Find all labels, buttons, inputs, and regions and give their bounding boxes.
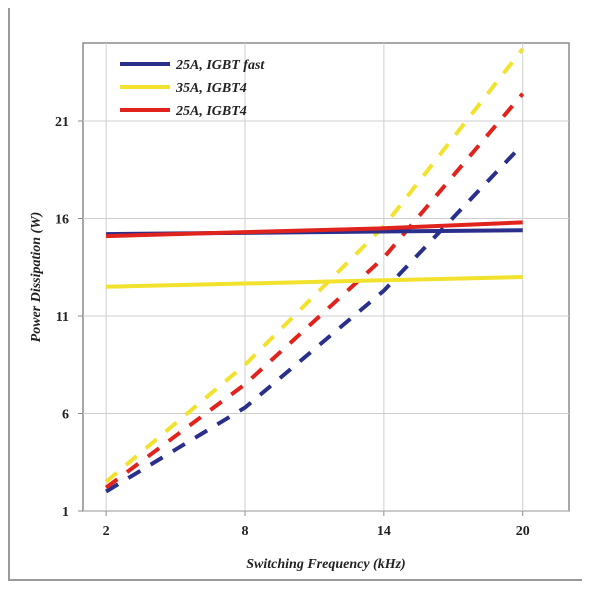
series-line-35a-igbt4-solid	[106, 275, 523, 289]
legend-label: 25A, IGBT4	[175, 104, 247, 119]
series-line-35a-igbt4-dashed	[104, 47, 525, 484]
series-line-25a-igbt4-solid	[106, 220, 523, 239]
x-tick-label: 14	[377, 524, 391, 539]
legend-label: 25A, IGBT fast	[175, 58, 265, 73]
series-line-25a-igbt-fast-dashed	[105, 143, 525, 494]
legend-label: 35A, IGBT4	[175, 81, 247, 96]
y-tick-label: 11	[56, 310, 69, 325]
x-tick-label: 8	[242, 524, 249, 539]
x-axis-title: Switching Frequency (kHz)	[246, 557, 405, 572]
x-tick-label: 2	[103, 524, 110, 539]
y-axis-title: Power Dissipation (W)	[29, 212, 44, 343]
series-line-25a-igbt4-dashed	[104, 92, 525, 490]
y-tick-label: 16	[55, 213, 69, 228]
x-tick-label: 20	[516, 524, 530, 539]
y-tick-label: 1	[62, 505, 69, 520]
chart-frame: 2 8 14 20 1 6 11 16 21 25A, IGBT fast 35A, IGBT4 2…	[8, 8, 582, 581]
y-tick-label: 6	[62, 408, 69, 423]
y-tick-label: 21	[55, 115, 69, 130]
